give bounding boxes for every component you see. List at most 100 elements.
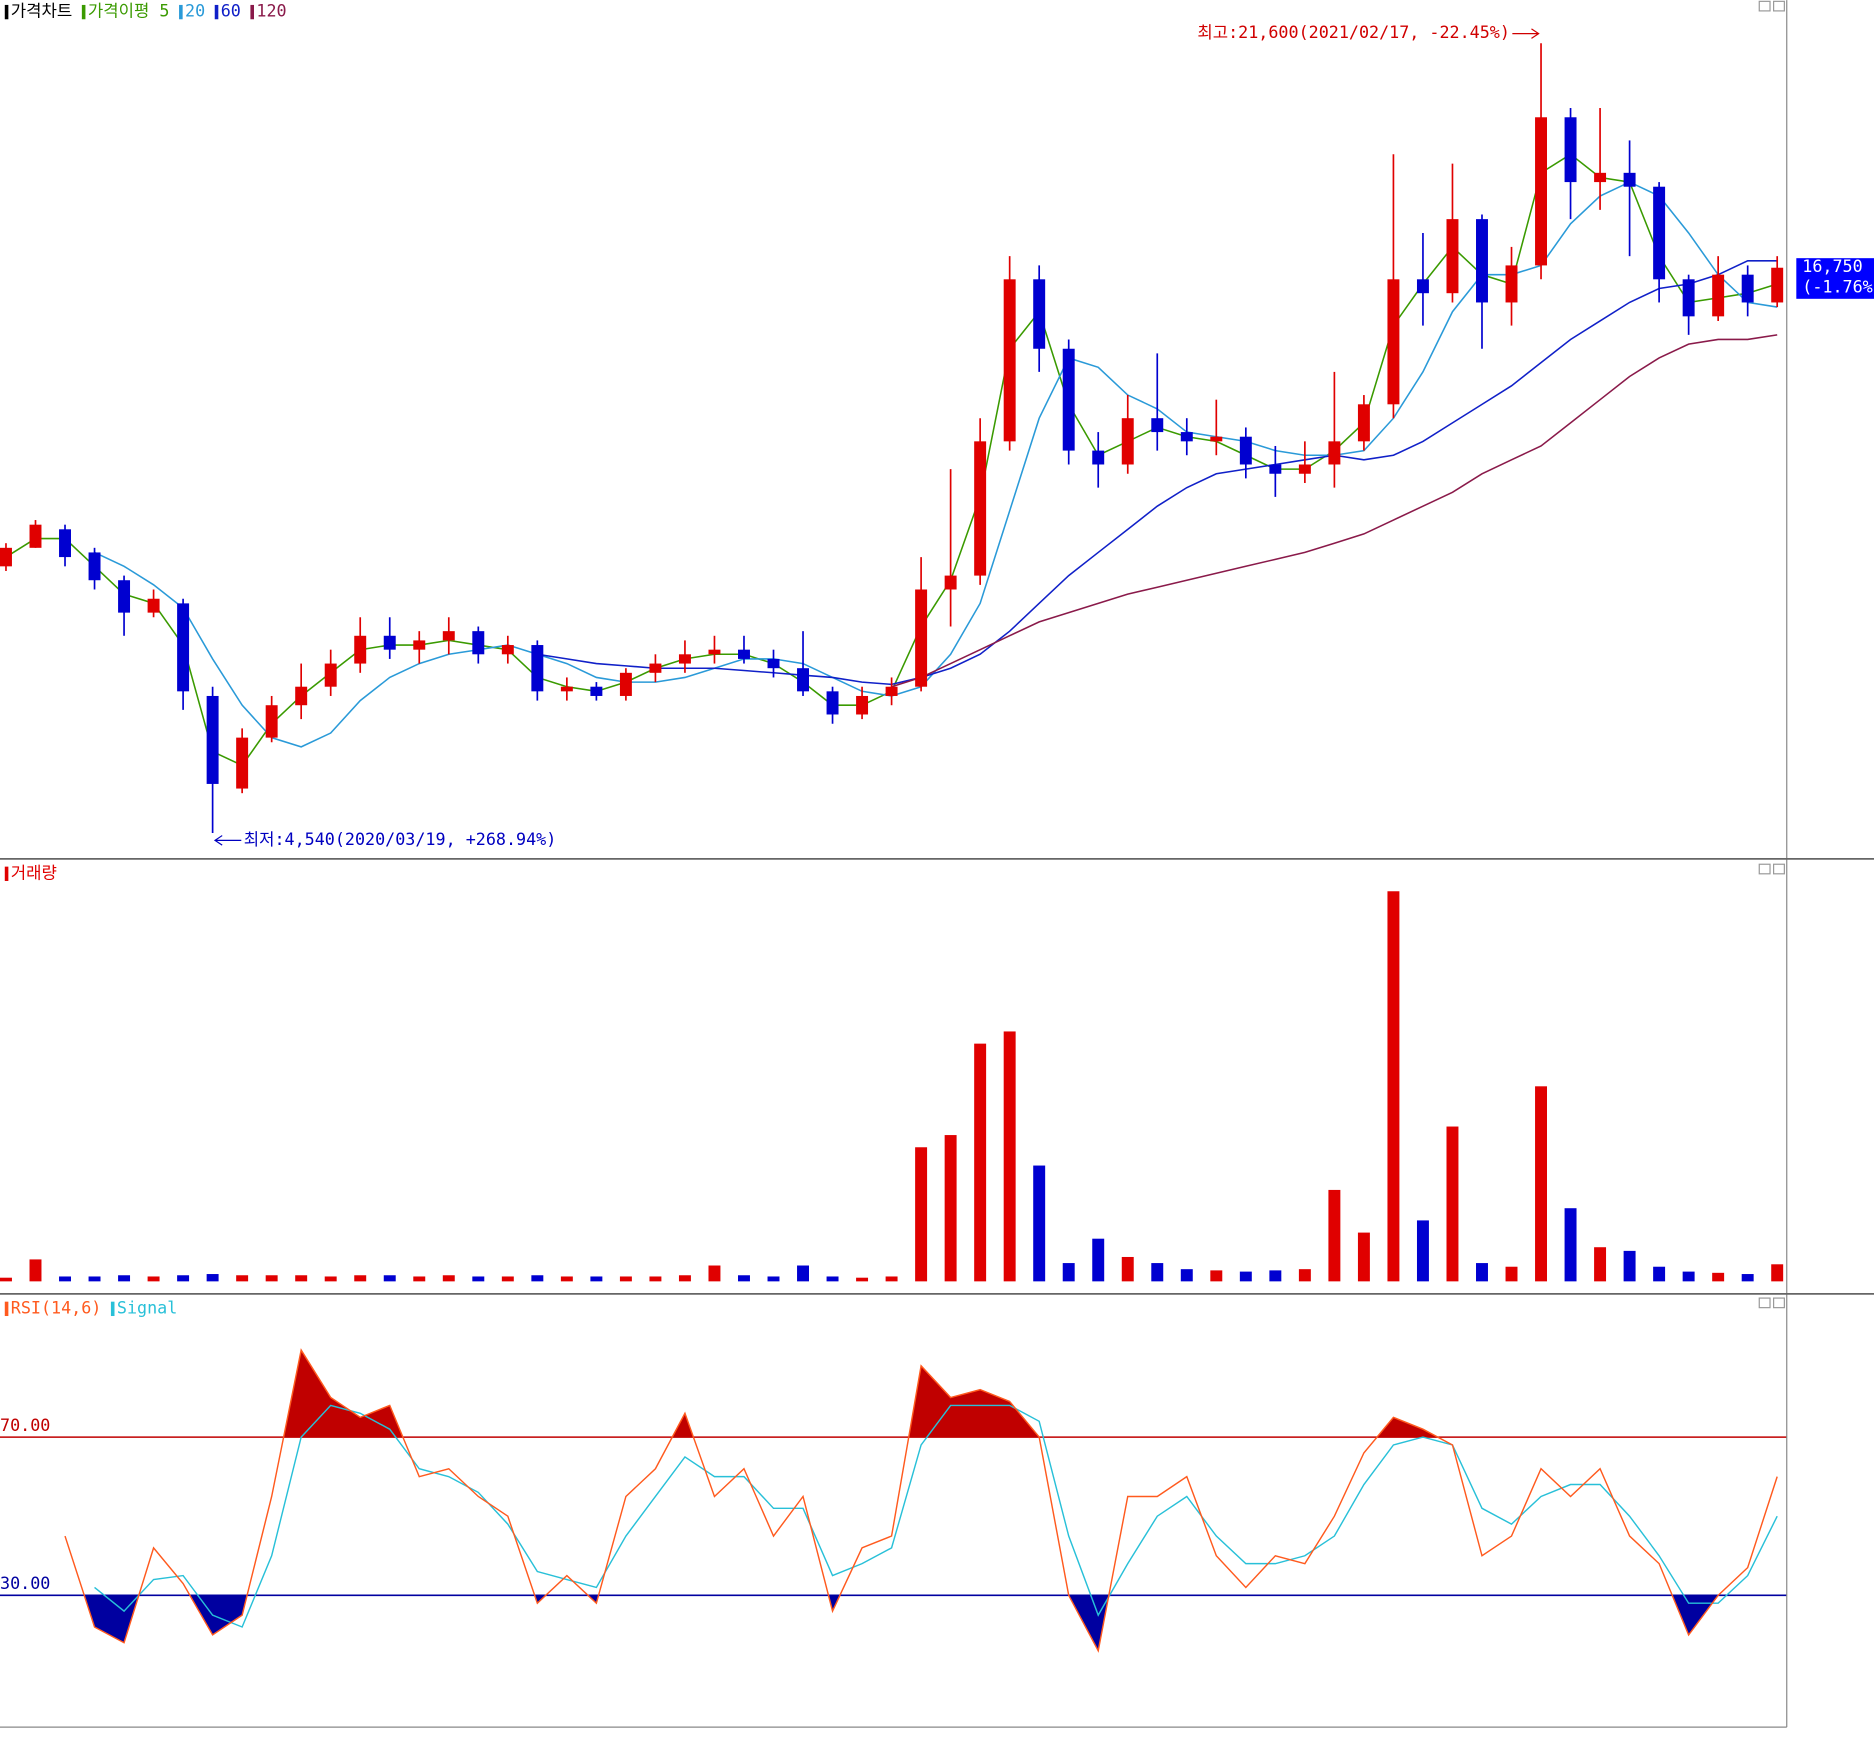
candle-body xyxy=(1387,279,1400,405)
candle-body xyxy=(88,552,101,581)
volume-bar xyxy=(1357,1232,1370,1282)
panel-button[interactable] xyxy=(1758,1297,1771,1309)
candle-body xyxy=(1239,436,1252,465)
volume-bar xyxy=(1653,1266,1666,1282)
panel-button[interactable] xyxy=(1758,863,1771,875)
volume-bar xyxy=(472,1276,485,1282)
volume-bar xyxy=(590,1276,603,1282)
volume-bar xyxy=(177,1275,190,1282)
panel-button[interactable] xyxy=(1773,0,1785,12)
volume-bar xyxy=(354,1275,367,1282)
candle-body xyxy=(29,524,42,548)
candle-body xyxy=(708,649,721,655)
candle-body xyxy=(1210,436,1223,442)
legend-label: 60 xyxy=(221,1,241,21)
candle-body xyxy=(885,686,898,696)
volume-bar xyxy=(708,1265,721,1282)
volume-bar xyxy=(501,1276,514,1282)
volume-bar xyxy=(649,1276,662,1282)
candle-body xyxy=(797,668,809,692)
annotation-arrow xyxy=(213,835,242,846)
volume-bar xyxy=(1387,891,1400,1282)
volume-bar xyxy=(1594,1247,1607,1282)
volume-bar xyxy=(1446,1126,1459,1282)
level-label: 30.00 xyxy=(0,1573,50,1593)
candle-body xyxy=(531,645,544,692)
candle-body xyxy=(1062,348,1075,451)
volume-bar xyxy=(1239,1271,1252,1282)
legend-label: 20 xyxy=(185,1,205,21)
candle-body xyxy=(442,631,455,641)
volume-bar xyxy=(1564,1208,1577,1282)
candle-body xyxy=(974,441,987,576)
volume-bar xyxy=(236,1275,249,1282)
legend-swatch xyxy=(250,4,254,20)
volume-bar xyxy=(1771,1264,1784,1282)
candle-body xyxy=(0,547,12,567)
candle-body xyxy=(1535,117,1548,266)
volume-bar xyxy=(206,1274,219,1282)
volume-bar xyxy=(738,1275,750,1282)
candle-body xyxy=(590,686,603,696)
volume-bar xyxy=(531,1275,544,1282)
marks-layer xyxy=(0,43,1787,1653)
volume-bar xyxy=(1033,1165,1046,1282)
candle-body xyxy=(1682,279,1695,317)
moving-average-line xyxy=(537,260,1778,686)
candle-body xyxy=(1564,117,1577,183)
candle-body xyxy=(1712,274,1725,317)
candle-body xyxy=(1653,186,1666,280)
legend-label: RSI(14,6) xyxy=(11,1297,102,1317)
volume-bar xyxy=(0,1277,12,1282)
legend-swatch xyxy=(214,4,219,20)
volume-bar xyxy=(856,1277,869,1282)
candle-body xyxy=(1033,279,1046,349)
volume-bar xyxy=(1298,1269,1311,1282)
high-annotation: 최고:21,600(2021/02/17, -22.45%) xyxy=(1197,22,1510,42)
candle-body xyxy=(1151,418,1164,433)
volume-bar xyxy=(1741,1274,1754,1282)
volume-bar xyxy=(1712,1272,1725,1282)
legend-label: Signal xyxy=(117,1297,177,1317)
candle-body xyxy=(1623,172,1636,187)
candle-body xyxy=(767,658,780,669)
candle-body xyxy=(915,589,928,687)
volume-bar xyxy=(1092,1238,1105,1282)
volume-bar xyxy=(88,1276,101,1282)
indicator-line xyxy=(94,1404,1778,1628)
oversold-fill xyxy=(65,1595,1778,1651)
volume-bar xyxy=(442,1275,455,1282)
legend-swatch xyxy=(81,4,86,20)
volume-bar xyxy=(1151,1263,1164,1282)
volume-bar xyxy=(1328,1189,1341,1282)
volume-bar xyxy=(1003,1031,1016,1282)
candle-body xyxy=(944,575,957,590)
panel-button[interactable] xyxy=(1773,1297,1785,1309)
volume-bar xyxy=(118,1275,131,1282)
volume-bar xyxy=(767,1276,780,1282)
volume-bar xyxy=(974,1043,987,1282)
volume-bar xyxy=(826,1276,839,1282)
volume-bar xyxy=(295,1275,308,1282)
candle-body xyxy=(1505,265,1518,303)
candle-body xyxy=(177,603,190,692)
volume-bar xyxy=(1505,1266,1518,1282)
candle-body xyxy=(324,663,337,687)
candle-body xyxy=(1092,450,1105,465)
volume-bar xyxy=(1210,1270,1223,1282)
legend-label: 가격이평 5 xyxy=(88,1,170,21)
legend-swatch xyxy=(4,1301,9,1317)
labels-layer: 가격차트 가격이평 5 20 60 120 최고:21,600(2021/02/17, -… xyxy=(0,1,1874,1593)
candle-body xyxy=(1741,274,1754,303)
panel-button[interactable] xyxy=(1773,863,1785,875)
panel-button[interactable] xyxy=(1758,0,1771,12)
candle-body xyxy=(856,695,869,715)
legend-swatch xyxy=(110,1301,115,1317)
candle-body xyxy=(1594,172,1607,183)
volume-bar xyxy=(1476,1263,1488,1282)
candle-body xyxy=(1357,404,1370,442)
candle-body xyxy=(1269,464,1282,474)
candle-body xyxy=(826,691,839,715)
